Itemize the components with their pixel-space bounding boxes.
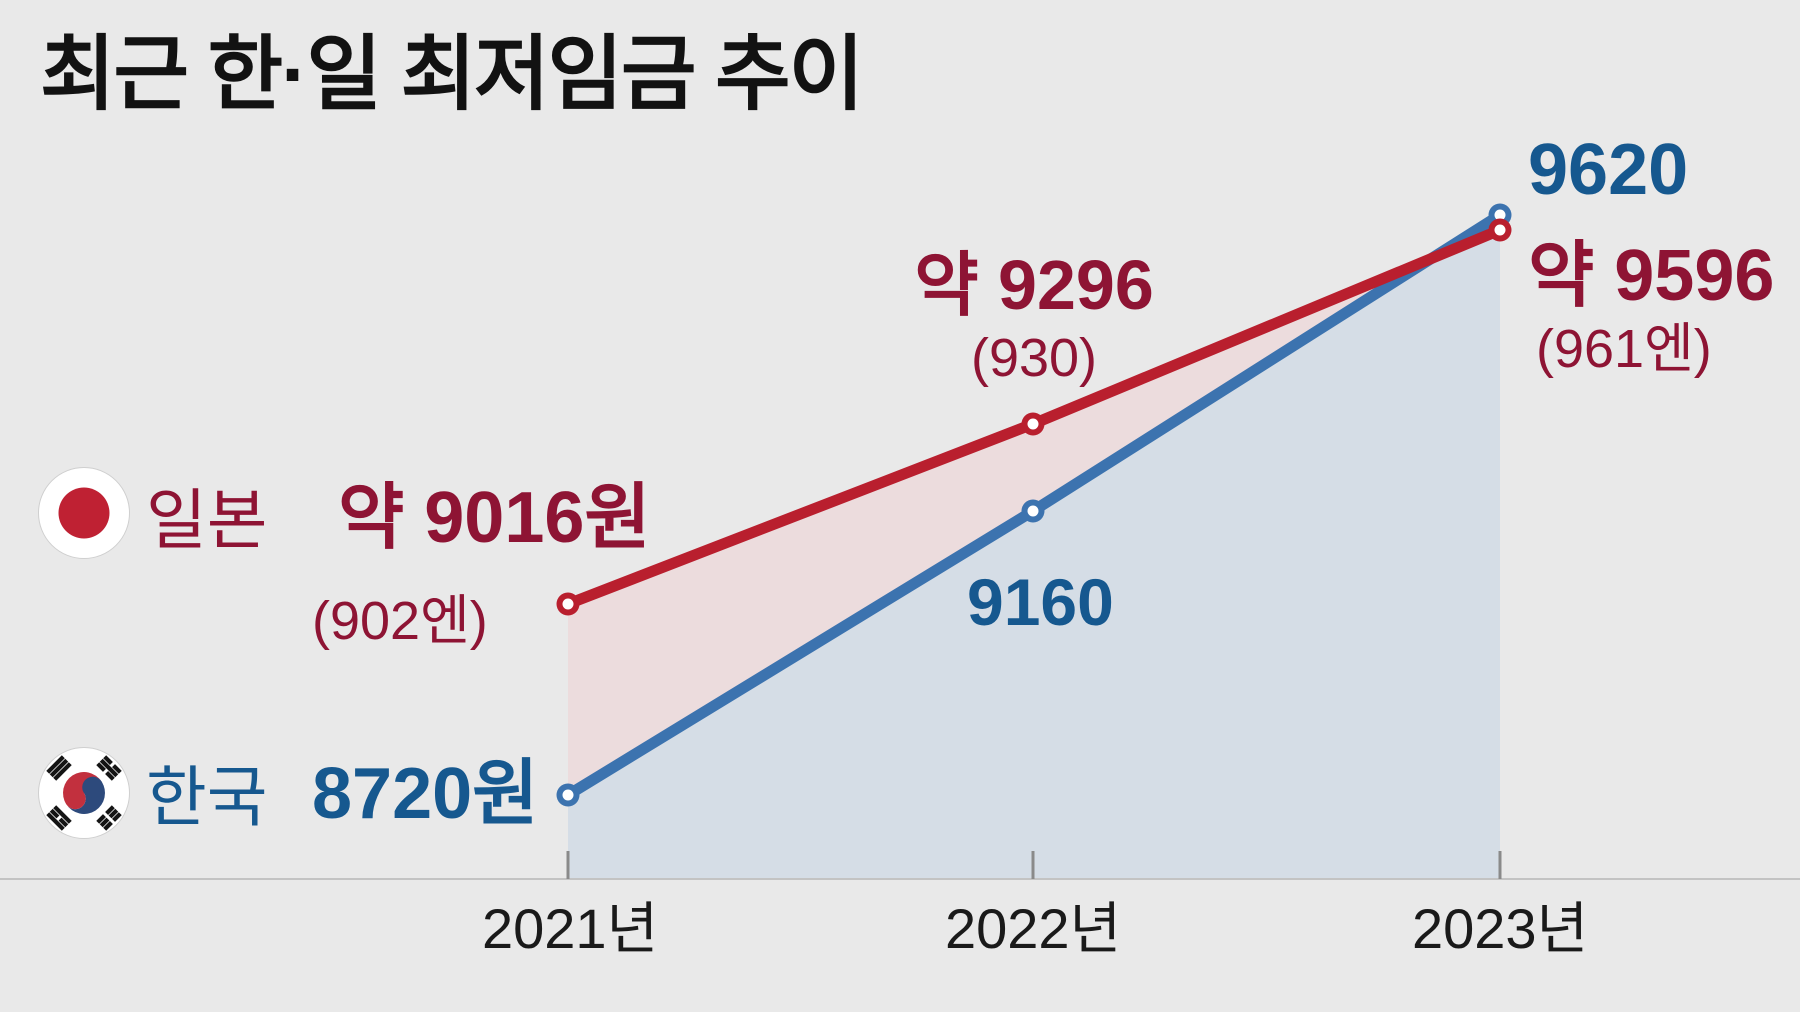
japan-legend-label: 일본 [146, 483, 268, 557]
korea-point-0-core [562, 789, 574, 801]
japan-2023-subvalue-label: (961엔) [1536, 319, 1712, 379]
korea-point-2-core [1494, 209, 1506, 221]
x-axis-label-2023: 2023년 [1411, 897, 1589, 960]
korea-legend-value: 8720원 [312, 754, 539, 834]
korea-flag-icon [38, 747, 130, 839]
korea-legend-label: 한국 [146, 760, 268, 834]
japan-legend-value: 약 9016원 [338, 478, 651, 558]
korea-point-1-core [1027, 505, 1039, 517]
japan-point-2-core [1494, 224, 1506, 236]
japan-point-0-core [562, 598, 574, 610]
fill-under-korea-line [568, 215, 1500, 879]
japan-2023-value-label: 약 9596 [1528, 236, 1775, 316]
chart-title: 최근 한·일 최저임금 추이 [40, 29, 864, 120]
japan-2022-subvalue-label: (930) [970, 328, 1098, 388]
korea-2022-value-label: 9160 [967, 565, 1114, 639]
x-axis-label-2022: 2022년 [944, 897, 1122, 960]
japan-legend-subvalue: (902엔) [312, 591, 488, 651]
japan-flag-icon [38, 467, 130, 559]
x-axis-label-2021: 2021년 [481, 897, 659, 960]
japan-2022-value-label: 약 9296 [914, 246, 1154, 324]
korea-2023-value-label: 9620 [1528, 130, 1689, 210]
japan-point-1-core [1027, 418, 1039, 430]
